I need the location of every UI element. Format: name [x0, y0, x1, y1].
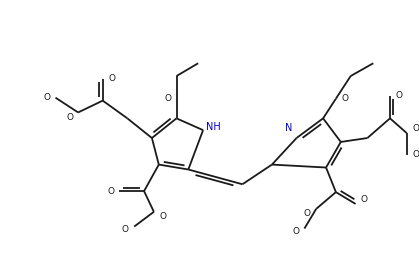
Text: O: O	[361, 195, 368, 205]
Text: O: O	[292, 227, 299, 236]
Text: NH: NH	[206, 122, 220, 132]
Text: O: O	[412, 150, 419, 159]
Text: O: O	[67, 113, 74, 122]
Text: O: O	[412, 124, 419, 133]
Text: O: O	[164, 94, 171, 103]
Text: O: O	[304, 209, 311, 218]
Text: O: O	[107, 187, 114, 196]
Text: O: O	[108, 75, 115, 83]
Text: O: O	[43, 93, 50, 102]
Text: O: O	[341, 94, 348, 103]
Text: O: O	[159, 212, 166, 221]
Text: O: O	[396, 91, 402, 100]
Text: N: N	[285, 123, 292, 133]
Text: O: O	[122, 225, 129, 234]
